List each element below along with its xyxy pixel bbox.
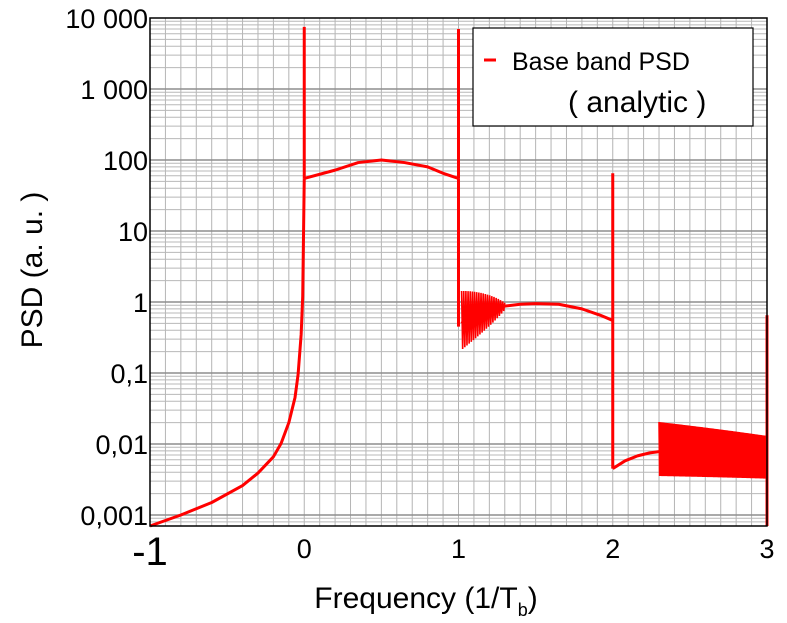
y-axis-label: PSD (a. u. ): [16, 192, 49, 349]
y-tick-label: 0,1: [110, 359, 148, 389]
y-tick-label: 0,01: [95, 430, 148, 460]
x-tick-label: 3: [759, 534, 774, 564]
x-tick-label: -1: [132, 530, 168, 574]
x-axis-label-subscript: b: [518, 600, 528, 620]
legend: Base band PSD ( analytic ): [472, 27, 754, 127]
x-axis-label: Frequency (1/Tb): [314, 582, 537, 620]
x-axis-label-close: ): [528, 582, 538, 615]
psd-series-segment: [149, 178, 306, 528]
y-tick-label: 10: [118, 217, 148, 247]
y-tick-label: 0,001: [80, 501, 148, 531]
plot-frame: [149, 17, 768, 527]
psd-series-line: [149, 26, 769, 528]
psd-series-segment: [303, 158, 459, 180]
legend-entry-line1: Base band PSD: [512, 48, 690, 76]
legend-box: [472, 27, 754, 127]
y-tick-label: 10 000: [65, 4, 148, 34]
x-tick-label: 2: [605, 534, 620, 564]
y-tick-label: 1: [133, 288, 148, 318]
y-tick-label: 100: [103, 146, 148, 176]
x-axis-label-main: Frequency (1/T: [314, 582, 517, 615]
psd-series-segment: [611, 450, 660, 470]
y-tick-labels: 0,001 0,01 0,1 1 10 100 1 000 10 000: [65, 4, 148, 531]
psd-series-oscillation: [460, 290, 506, 350]
psd-series-oscillation: [658, 422, 768, 479]
x-tick-label: 1: [451, 534, 466, 564]
x-tick-label: 0: [297, 534, 312, 564]
x-tick-labels: -1 0 1 2 3: [132, 530, 774, 574]
y-tick-label: 1 000: [80, 75, 148, 105]
legend-entry-line2: ( analytic ): [568, 86, 706, 119]
